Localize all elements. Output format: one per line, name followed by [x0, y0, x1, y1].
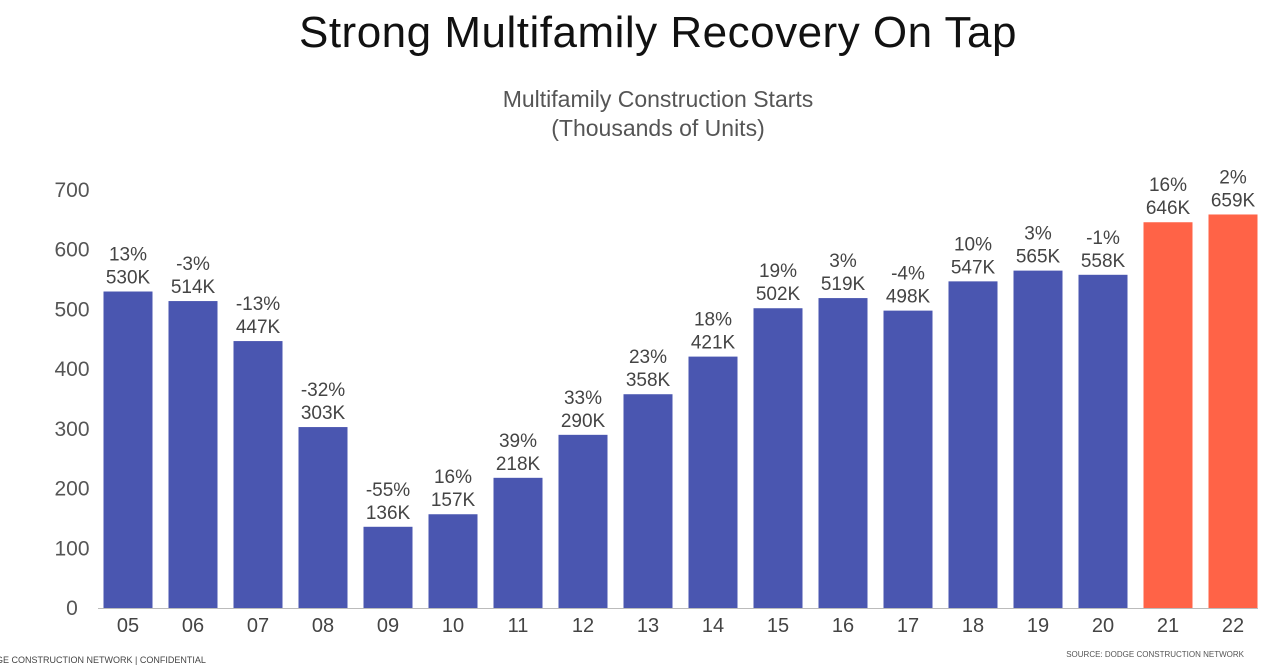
data-label-pct: -55% — [366, 480, 410, 501]
bar — [1013, 270, 1063, 608]
y-tick-label: 400 — [54, 358, 89, 381]
y-tick-label: 200 — [54, 478, 89, 501]
data-label-value: 218K — [496, 454, 541, 475]
data-label-pct: -4% — [891, 264, 925, 285]
bar — [233, 341, 283, 608]
data-label-pct: 3% — [1024, 224, 1052, 245]
y-tick-label: 100 — [54, 537, 89, 560]
x-tick-label: 08 — [312, 615, 334, 637]
data-label-value: 358K — [626, 370, 671, 391]
y-tick-label: 0 — [66, 597, 78, 620]
bar — [298, 427, 348, 608]
y-tick-label: 700 — [54, 179, 89, 202]
bar — [363, 526, 413, 608]
bar — [558, 434, 608, 608]
data-label-value: 136K — [366, 503, 411, 524]
bar — [883, 310, 933, 608]
bar — [168, 301, 218, 608]
x-tick-label: 17 — [897, 615, 919, 637]
data-label-pct: 3% — [829, 251, 857, 272]
x-tick-label: 21 — [1157, 615, 1179, 637]
data-label-pct: 13% — [109, 245, 147, 266]
data-label-value: 498K — [886, 287, 931, 308]
bar — [493, 477, 543, 608]
data-label-pct: -13% — [236, 294, 280, 315]
data-label-pct: 2% — [1219, 167, 1247, 188]
x-tick-label: 11 — [508, 615, 529, 637]
x-tick-label: 09 — [377, 615, 399, 637]
bar — [623, 394, 673, 608]
x-tick-label: 07 — [247, 615, 269, 637]
data-label-value: 530K — [106, 268, 151, 289]
data-label-value: 290K — [561, 411, 606, 432]
x-tick-label: 06 — [182, 615, 204, 637]
y-tick-label: 600 — [54, 239, 89, 262]
chart-title: Multifamily Construction Starts — [502, 86, 814, 112]
data-label-value: 547K — [951, 257, 996, 278]
data-label-value: 514K — [171, 277, 216, 298]
x-tick-label: 05 — [117, 615, 139, 637]
data-label-pct: 23% — [629, 347, 667, 368]
data-label-value: 447K — [236, 317, 281, 338]
x-tick-label: 14 — [702, 615, 724, 637]
data-label-pct: 33% — [564, 388, 602, 409]
bar — [1078, 274, 1128, 608]
x-tick-label: 12 — [572, 615, 594, 637]
y-tick-label: 300 — [54, 418, 89, 441]
data-label-value: 519K — [821, 274, 866, 295]
data-label-value: 646K — [1146, 198, 1191, 219]
x-tick-label: 15 — [767, 615, 789, 637]
x-tick-label: 10 — [442, 615, 464, 637]
bar — [428, 514, 478, 608]
footer-confidential: GE CONSTRUCTION NETWORK | CONFIDENTIAL — [0, 655, 206, 665]
page-title: Strong Multifamily Recovery On Tap — [298, 8, 1017, 57]
bar — [818, 298, 868, 608]
x-tick-label: 13 — [637, 615, 659, 637]
data-label-pct: -1% — [1086, 228, 1120, 249]
data-label-pct: -32% — [301, 380, 345, 401]
data-label-value: 558K — [1081, 251, 1126, 272]
x-tick-label: 19 — [1027, 615, 1049, 637]
data-label-value: 157K — [431, 490, 476, 511]
bar — [1208, 214, 1258, 609]
data-label-pct: 10% — [954, 234, 992, 255]
data-label-value: 502K — [756, 284, 801, 305]
x-tick-label: 20 — [1092, 615, 1114, 637]
data-label-pct: 16% — [1149, 175, 1187, 196]
data-label-pct: 19% — [759, 261, 797, 282]
data-label-pct: 16% — [434, 467, 472, 488]
data-label-value: 303K — [301, 403, 346, 424]
y-tick-label: 500 — [54, 298, 89, 321]
data-label-pct: 18% — [694, 310, 732, 331]
x-tick-label: 22 — [1222, 615, 1244, 637]
data-label-value: 565K — [1016, 247, 1061, 268]
footer-source: SOURCE: DODGE CONSTRUCTION NETWORK — [1066, 650, 1244, 659]
data-label-pct: -3% — [176, 254, 210, 275]
bar — [948, 281, 998, 608]
x-tick-label: 16 — [832, 615, 854, 637]
bar — [688, 356, 738, 608]
data-label-value: 659K — [1211, 190, 1256, 211]
data-label-value: 421K — [691, 333, 736, 354]
x-tick-label: 18 — [962, 615, 984, 637]
bar — [1143, 222, 1193, 608]
chart-subtitle: (Thousands of Units) — [551, 115, 765, 141]
bar — [753, 308, 803, 608]
bar — [103, 291, 153, 608]
data-label-pct: 39% — [499, 431, 537, 452]
